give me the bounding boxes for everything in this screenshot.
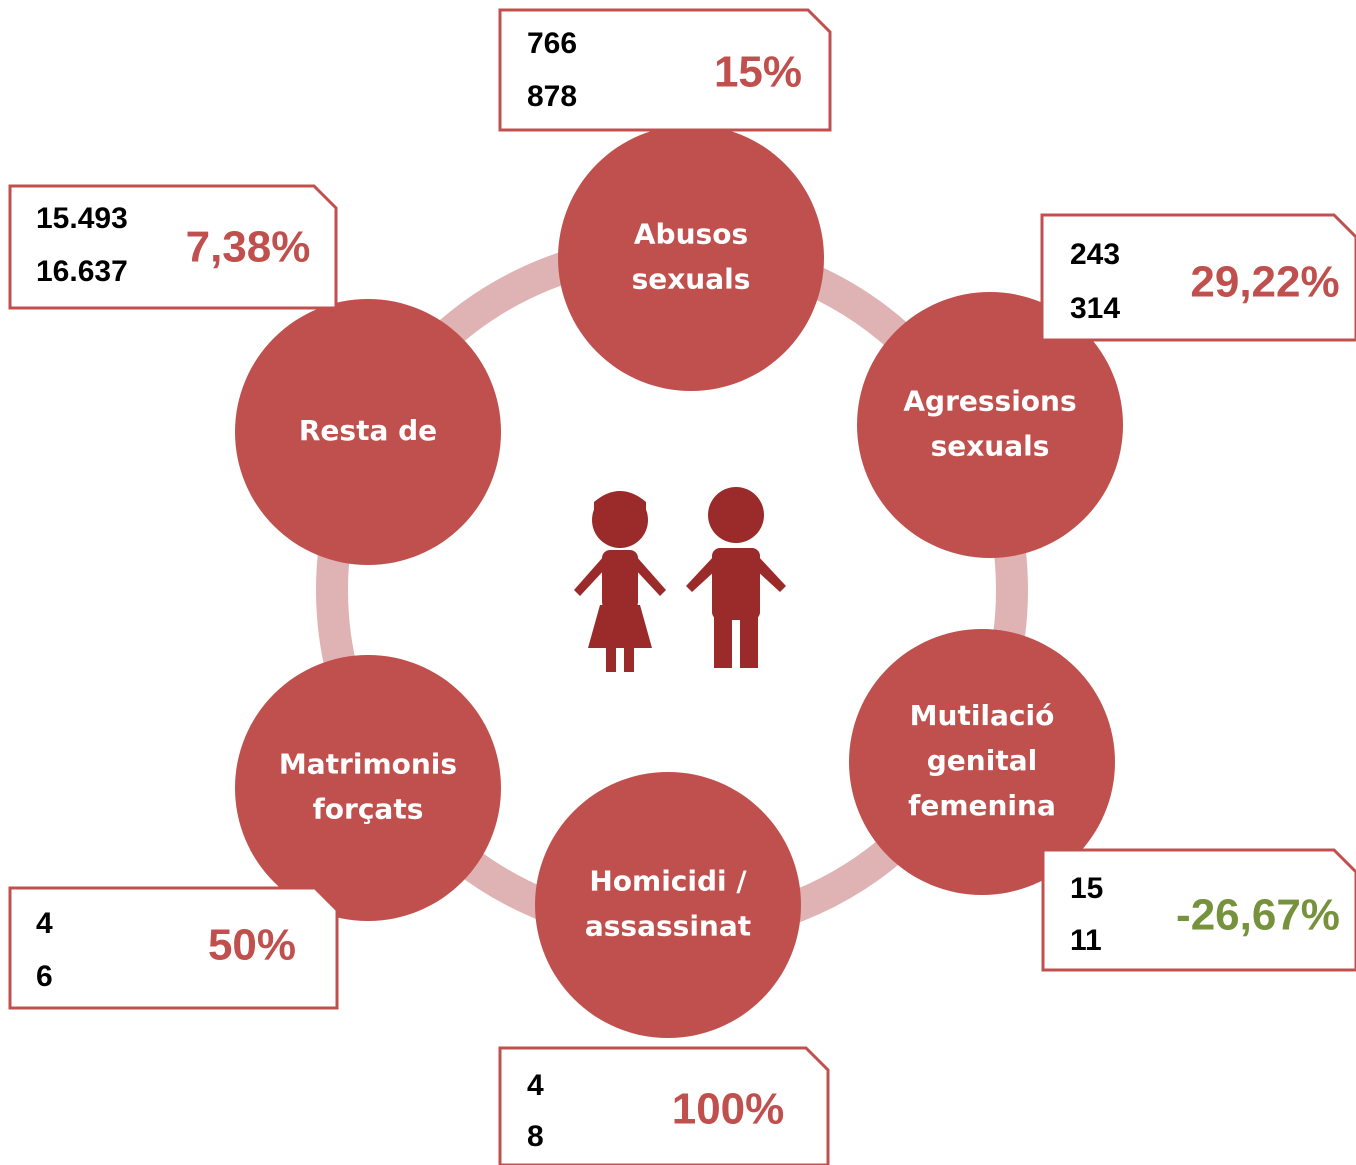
stat-box bbox=[498, 8, 832, 132]
stat-value: 15 bbox=[1070, 872, 1103, 905]
stat-box bbox=[498, 1046, 830, 1165]
stat-box bbox=[8, 886, 339, 1010]
stat-change: 15% bbox=[714, 48, 802, 97]
stat-change: 7,38% bbox=[186, 223, 311, 272]
node-label: Agressions bbox=[903, 385, 1076, 418]
stat-value: 15.493 bbox=[36, 202, 128, 235]
stat-box bbox=[1040, 213, 1356, 342]
node-circle bbox=[849, 629, 1115, 895]
node-label: sexuals bbox=[632, 263, 751, 296]
node-circle bbox=[235, 655, 501, 921]
stat-value: 878 bbox=[527, 80, 577, 113]
node-circle bbox=[535, 772, 801, 1038]
nodes: Abusos sexuals Agressions sexuals Mutilació g… bbox=[235, 125, 1123, 1038]
stat-value: 8 bbox=[527, 1120, 544, 1153]
node-label: sexuals bbox=[931, 430, 1050, 463]
stat-value: 16.637 bbox=[36, 255, 128, 288]
node-circle bbox=[235, 299, 501, 565]
stat-change: -26,67% bbox=[1176, 891, 1340, 940]
stat-value: 11 bbox=[1070, 924, 1102, 957]
stat-value: 4 bbox=[36, 907, 53, 940]
stat-change: 50% bbox=[208, 921, 296, 970]
stat-value: 4 bbox=[527, 1069, 544, 1102]
node-label: Mutilació bbox=[910, 699, 1055, 732]
stat-change: 100% bbox=[672, 1085, 785, 1134]
node-circle bbox=[558, 125, 824, 391]
node-label: Homicidi / bbox=[589, 865, 747, 898]
stat-value: 766 bbox=[527, 27, 577, 60]
node-label: femenina bbox=[908, 789, 1056, 822]
node-label: assassinat bbox=[585, 910, 751, 943]
stat-change: 29,22% bbox=[1190, 258, 1339, 307]
stat-value: 243 bbox=[1070, 238, 1120, 271]
stat-value: 6 bbox=[36, 960, 53, 993]
children-icon bbox=[574, 487, 786, 672]
stat-box bbox=[1041, 848, 1356, 972]
node-label: genital bbox=[927, 744, 1037, 777]
node-circle bbox=[857, 292, 1123, 558]
stat-value: 314 bbox=[1070, 292, 1120, 325]
stat-box bbox=[8, 184, 338, 310]
node-label: Resta de bbox=[299, 414, 437, 447]
node-label: Matrimonis bbox=[279, 748, 457, 781]
node-label: Abusos bbox=[634, 218, 748, 251]
node-label: forçats bbox=[313, 793, 424, 826]
